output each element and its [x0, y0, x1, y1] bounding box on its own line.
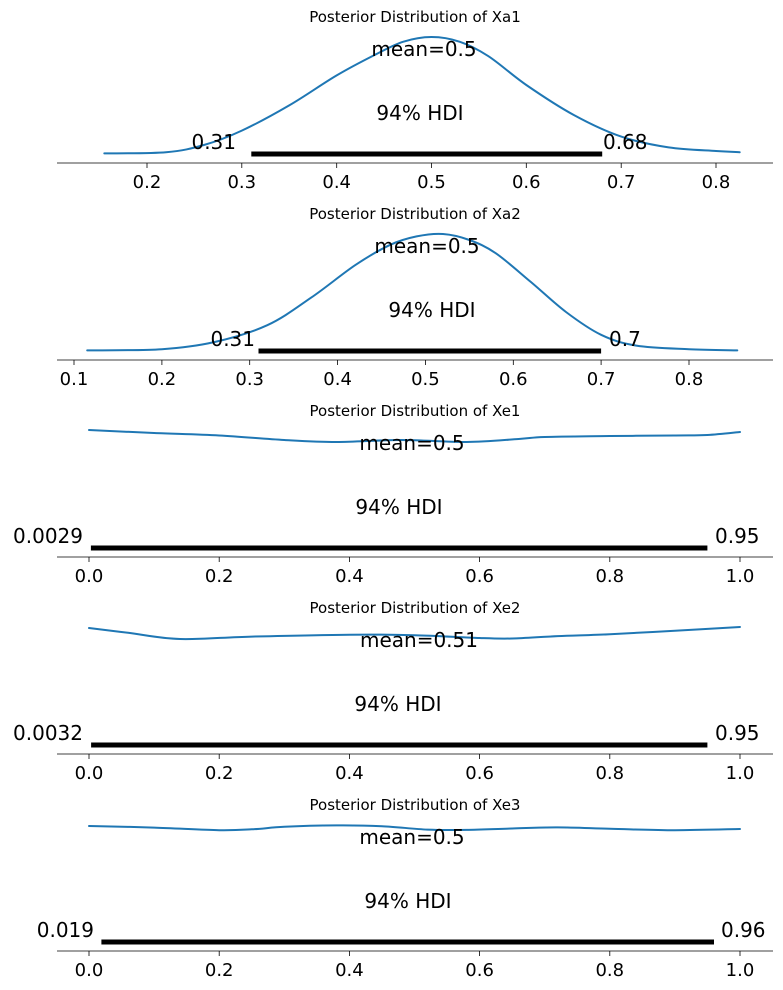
x-tick-label: 0.6: [465, 960, 494, 981]
density-curve: [88, 824, 741, 832]
x-tick-label: 0.8: [702, 172, 731, 193]
hdi-high-label: 0.7: [609, 327, 641, 351]
hdi-low-label: 0.019: [37, 918, 94, 942]
x-tick-label: 0.4: [335, 566, 364, 587]
density-curve: [103, 36, 741, 155]
x-tick-label: 0.4: [322, 172, 351, 193]
hdi-low-label: 0.0032: [13, 721, 83, 745]
x-tick-label: 0.5: [411, 369, 440, 390]
x-tick-label: 0.0: [75, 763, 104, 784]
hdi-high-label: 0.96: [721, 918, 766, 942]
x-tick-label: 0.3: [227, 172, 256, 193]
x-tick-label: 0.6: [465, 763, 494, 784]
x-tick-label: 0.0: [75, 960, 104, 981]
plot-title: Posterior Distribution of Xe1: [310, 402, 521, 420]
density-curve: [88, 626, 741, 641]
x-tick-label: 0.2: [205, 960, 234, 981]
x-tick-label: 0.8: [595, 566, 624, 587]
x-tick-label: 0.8: [675, 369, 704, 390]
panel-xa1: Posterior Distribution of Xa1 mean=0.5 9…: [57, 8, 773, 193]
hdi-label: 94% HDI: [388, 298, 475, 322]
x-tick-label: 0.7: [607, 172, 636, 193]
plot-title: Posterior Distribution of Xa2: [309, 205, 521, 223]
x-tick-label: 0.2: [205, 763, 234, 784]
panel-xe3: Posterior Distribution of Xe3 mean=0.5 9…: [37, 796, 773, 981]
panel-xa2: Posterior Distribution of Xa2 mean=0.5 9…: [57, 205, 773, 390]
x-tick-label: 0.7: [587, 369, 616, 390]
mean-label: mean=0.5: [359, 825, 464, 849]
x-tick-label: 0.2: [133, 172, 162, 193]
x-tick-label: 0.4: [323, 369, 352, 390]
hdi-high-label: 0.68: [603, 130, 648, 154]
hdi-label: 94% HDI: [354, 692, 441, 716]
hdi-low-label: 0.31: [191, 130, 236, 154]
hdi-high-label: 0.95: [715, 721, 760, 745]
panel-xe2: Posterior Distribution of Xe2 mean=0.51 …: [13, 599, 773, 784]
x-tick-label: 1.0: [726, 763, 755, 784]
x-tick-label: 0.6: [499, 369, 528, 390]
x-tick-label: 0.8: [595, 960, 624, 981]
panel-xe1: Posterior Distribution of Xe1 mean=0.5 9…: [13, 402, 773, 587]
mean-label: mean=0.5: [359, 431, 464, 455]
x-tick-label: 0.1: [60, 369, 89, 390]
x-tick-label: 0.2: [148, 369, 177, 390]
plot-title: Posterior Distribution of Xe3: [310, 796, 521, 814]
x-tick-label: 0.3: [235, 369, 264, 390]
hdi-label: 94% HDI: [364, 889, 451, 913]
hdi-low-label: 0.31: [210, 327, 255, 351]
x-tick-label: 0.0: [75, 566, 104, 587]
mean-label: mean=0.5: [374, 234, 479, 258]
x-tick-label: 0.6: [512, 172, 541, 193]
mean-label: mean=0.51: [360, 628, 478, 652]
x-tick-label: 0.8: [595, 763, 624, 784]
x-tick-label: 0.5: [417, 172, 446, 193]
x-tick-label: 1.0: [726, 566, 755, 587]
x-tick-label: 1.0: [726, 960, 755, 981]
mean-label: mean=0.5: [371, 37, 476, 61]
x-tick-label: 0.4: [335, 960, 364, 981]
x-tick-label: 0.4: [335, 763, 364, 784]
density-curve: [86, 232, 739, 352]
hdi-low-label: 0.0029: [13, 524, 83, 548]
density-curve: [88, 429, 741, 444]
plot-title: Posterior Distribution of Xa1: [309, 8, 521, 26]
x-tick-label: 0.6: [465, 566, 494, 587]
hdi-high-label: 0.95: [715, 524, 760, 548]
plot-title: Posterior Distribution of Xe2: [310, 599, 521, 617]
hdi-label: 94% HDI: [355, 495, 442, 519]
hdi-label: 94% HDI: [376, 101, 463, 125]
x-tick-label: 0.2: [205, 566, 234, 587]
